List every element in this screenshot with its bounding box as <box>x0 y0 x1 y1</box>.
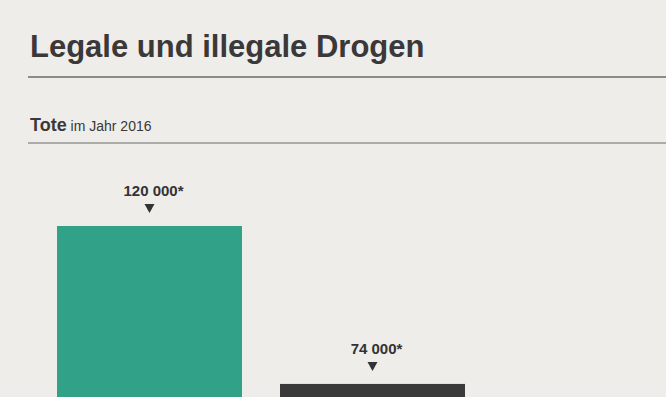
title-rule <box>28 76 666 78</box>
chart-root: Legale und illegale Drogen Tote im Jahr 2… <box>0 0 666 397</box>
data-labels: 120 000* 74 000* <box>123 182 402 371</box>
label-pointer <box>145 204 155 213</box>
data-label: 120 000* <box>123 182 183 199</box>
subtitle: Tote im Jahr 2016 <box>30 115 152 135</box>
title: Legale und illegale Drogen <box>30 29 424 64</box>
label-pointer <box>368 362 378 371</box>
chart: Legale und illegale Drogen Tote im Jahr 2… <box>0 0 666 397</box>
subtitle-rule <box>28 143 666 144</box>
bars <box>57 226 465 397</box>
bar <box>57 226 242 397</box>
data-label: 74 000* <box>351 340 403 357</box>
bar <box>280 384 465 397</box>
